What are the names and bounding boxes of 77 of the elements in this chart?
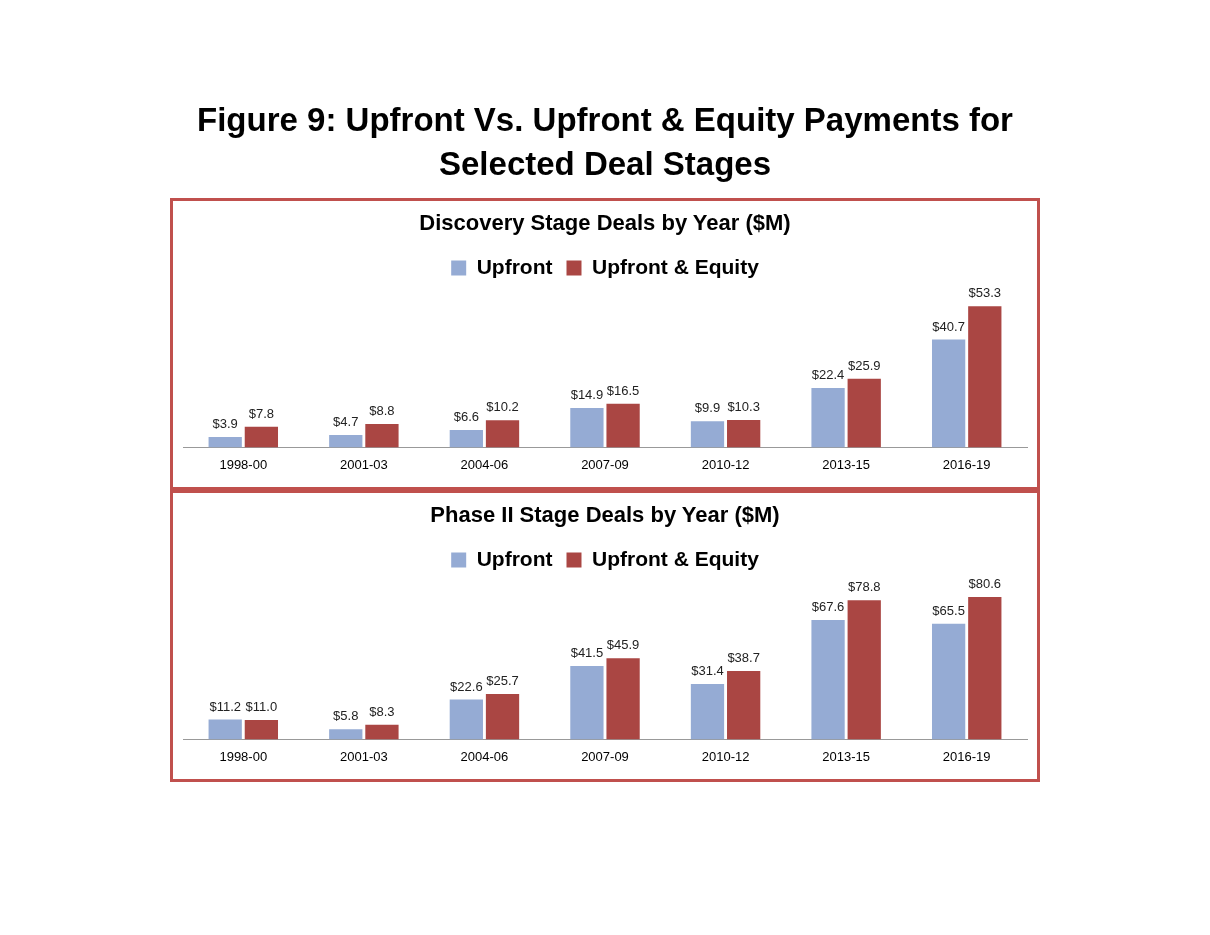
x-tick-label: 2010-12 — [701, 456, 750, 472]
data-label: $9.9 — [694, 400, 721, 416]
bar — [244, 719, 279, 740]
legend-label: Upfront — [476, 546, 553, 570]
bar — [208, 437, 242, 448]
bar — [208, 719, 242, 740]
bar — [690, 421, 725, 448]
data-label: $4.7 — [333, 414, 359, 430]
x-tick-label: 2007-09 — [581, 748, 629, 764]
x-tick-label: 2004-06 — [460, 456, 509, 472]
data-label: $14.9 — [570, 386, 604, 402]
legend-label: Upfront — [476, 254, 553, 278]
bar — [449, 699, 483, 740]
data-label: $22.4 — [811, 367, 845, 383]
data-label: $67.6 — [811, 599, 845, 615]
data-label: $41.5 — [570, 645, 604, 661]
bar — [811, 388, 845, 448]
bar — [365, 724, 399, 740]
bar — [931, 623, 966, 740]
data-label: $40.7 — [932, 318, 965, 334]
bar — [244, 426, 279, 448]
bar — [968, 306, 1002, 448]
bar — [570, 407, 604, 448]
data-label: $78.8 — [847, 579, 881, 595]
x-tick-label: 2016-19 — [942, 748, 991, 764]
bar — [365, 424, 399, 448]
bar — [485, 694, 520, 740]
data-label: $11.0 — [245, 699, 278, 715]
data-label: $80.6 — [968, 576, 1002, 592]
legend-label: Upfront & Equity — [592, 254, 760, 278]
data-label: $22.6 — [450, 678, 483, 694]
bar — [329, 729, 363, 740]
bar — [449, 429, 483, 448]
bar — [485, 420, 520, 448]
legend-label: Upfront & Equity — [592, 546, 760, 570]
x-tick-label: 2013-15 — [822, 456, 870, 472]
chart-title: Phase II Stage Deals by Year ($M) — [430, 502, 780, 528]
data-label: $25.7 — [486, 673, 519, 689]
x-tick-label: 2016-19 — [942, 456, 991, 472]
x-tick-label: 2004-06 — [460, 748, 509, 764]
data-label: $3.9 — [212, 416, 238, 432]
bar — [727, 420, 761, 448]
bar — [329, 434, 363, 448]
x-tick-label: 1998-00 — [219, 748, 268, 764]
data-label: $10.3 — [727, 399, 760, 415]
x-tick-label: 2013-15 — [822, 748, 870, 764]
bar — [847, 378, 881, 448]
bar — [570, 666, 604, 740]
x-tick-label: 2001-03 — [340, 456, 388, 472]
data-label: $16.5 — [606, 382, 640, 398]
data-label: $10.2 — [486, 399, 519, 415]
bar — [968, 597, 1002, 740]
data-label: $53.3 — [968, 285, 1002, 301]
bar — [811, 619, 845, 740]
x-tick-label: 1998-00 — [219, 456, 268, 472]
data-label: $11.2 — [209, 698, 241, 714]
data-label: $45.9 — [606, 637, 640, 653]
data-label: $38.7 — [727, 650, 760, 666]
data-label: $7.8 — [248, 405, 275, 421]
data-label: $6.6 — [453, 408, 479, 424]
data-label: $25.9 — [847, 357, 881, 373]
data-label: $31.4 — [691, 663, 724, 678]
x-tick-label: 2001-03 — [340, 748, 388, 764]
chart-title: Figure 9: Upfront Vs. Upfront & Equity Payments for Selected Deal Stages — [196, 100, 1014, 184]
bar — [931, 339, 966, 448]
bar — [727, 671, 761, 740]
data-label: $8.3 — [369, 703, 395, 719]
bar — [606, 658, 640, 740]
chart-subtitle: Discovery Stage Deals by Year ($M) — [419, 210, 791, 236]
x-tick-label: 2010-12 — [701, 748, 750, 764]
data-label: $65.5 — [932, 602, 965, 618]
data-label: $5.8 — [333, 708, 359, 724]
data-label: $8.8 — [369, 403, 395, 419]
bar — [606, 403, 640, 448]
x-tick-label: 2007-09 — [581, 456, 629, 472]
bar — [847, 600, 881, 740]
bar — [690, 683, 725, 740]
